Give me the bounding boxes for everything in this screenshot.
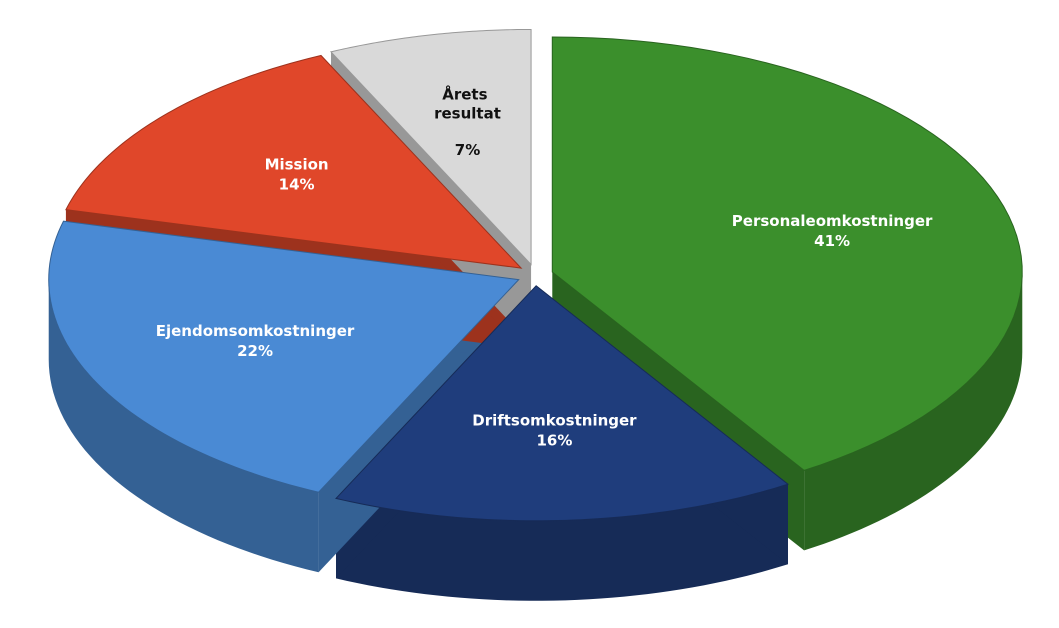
slice-value-label: 16% [536,432,572,450]
slice [551,36,1023,471]
slice-side [48,279,319,573]
slice-value-label: 22% [237,342,273,360]
slice-side [336,484,788,601]
slice-name: Årets resultat [434,84,501,122]
slice-name: Mission [265,156,329,174]
slice-value-label: 14% [279,176,315,194]
slice-value-label: 41% [814,232,850,250]
slice [65,54,523,269]
slice-name: Driftsomkostninger [472,412,637,430]
slice-labels: Personaleomkostninger 41% Driftsomkostning… [156,84,933,450]
slice-tops [48,28,1023,522]
slice-name: Personaleomkostninger [732,212,933,230]
slice [329,28,532,266]
slice [335,285,790,522]
slice-name-line: Årets [442,84,493,103]
slice-side [804,271,1023,551]
slice-value-label: 7% [455,141,480,159]
slice [48,220,520,493]
slice-name-line: resultat [434,104,501,122]
slice-name: Ejendomsomkostninger [156,322,355,340]
